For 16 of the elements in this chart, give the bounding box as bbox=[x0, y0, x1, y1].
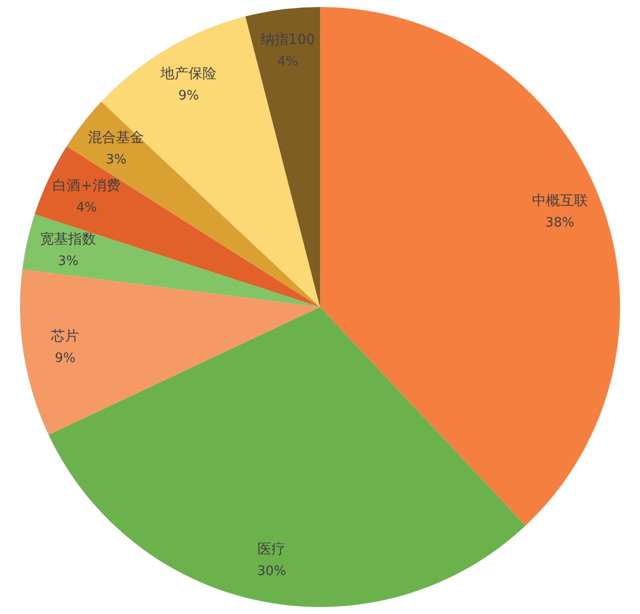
slice-label: 芯片 bbox=[50, 328, 80, 344]
data-label: 30% bbox=[257, 564, 286, 579]
data-label: 9% bbox=[178, 88, 199, 104]
data-label: 38% bbox=[545, 216, 574, 231]
slice-label: 地产保险 bbox=[160, 66, 217, 82]
data-label: 3% bbox=[58, 254, 79, 270]
data-label: 4% bbox=[277, 54, 298, 70]
data-label: 3% bbox=[106, 152, 126, 168]
slice-label: 中概互联 bbox=[532, 193, 588, 210]
data-label: 4% bbox=[76, 200, 97, 216]
slice-label: 宽基指数 bbox=[40, 232, 96, 248]
slice-label: 白酒+消费 bbox=[52, 178, 120, 194]
data-label: 9% bbox=[54, 350, 76, 366]
slice-label: 混合基金 bbox=[88, 130, 144, 146]
slice-label: 纳指100 bbox=[260, 32, 316, 48]
slice-label: 医疗 bbox=[258, 541, 286, 558]
